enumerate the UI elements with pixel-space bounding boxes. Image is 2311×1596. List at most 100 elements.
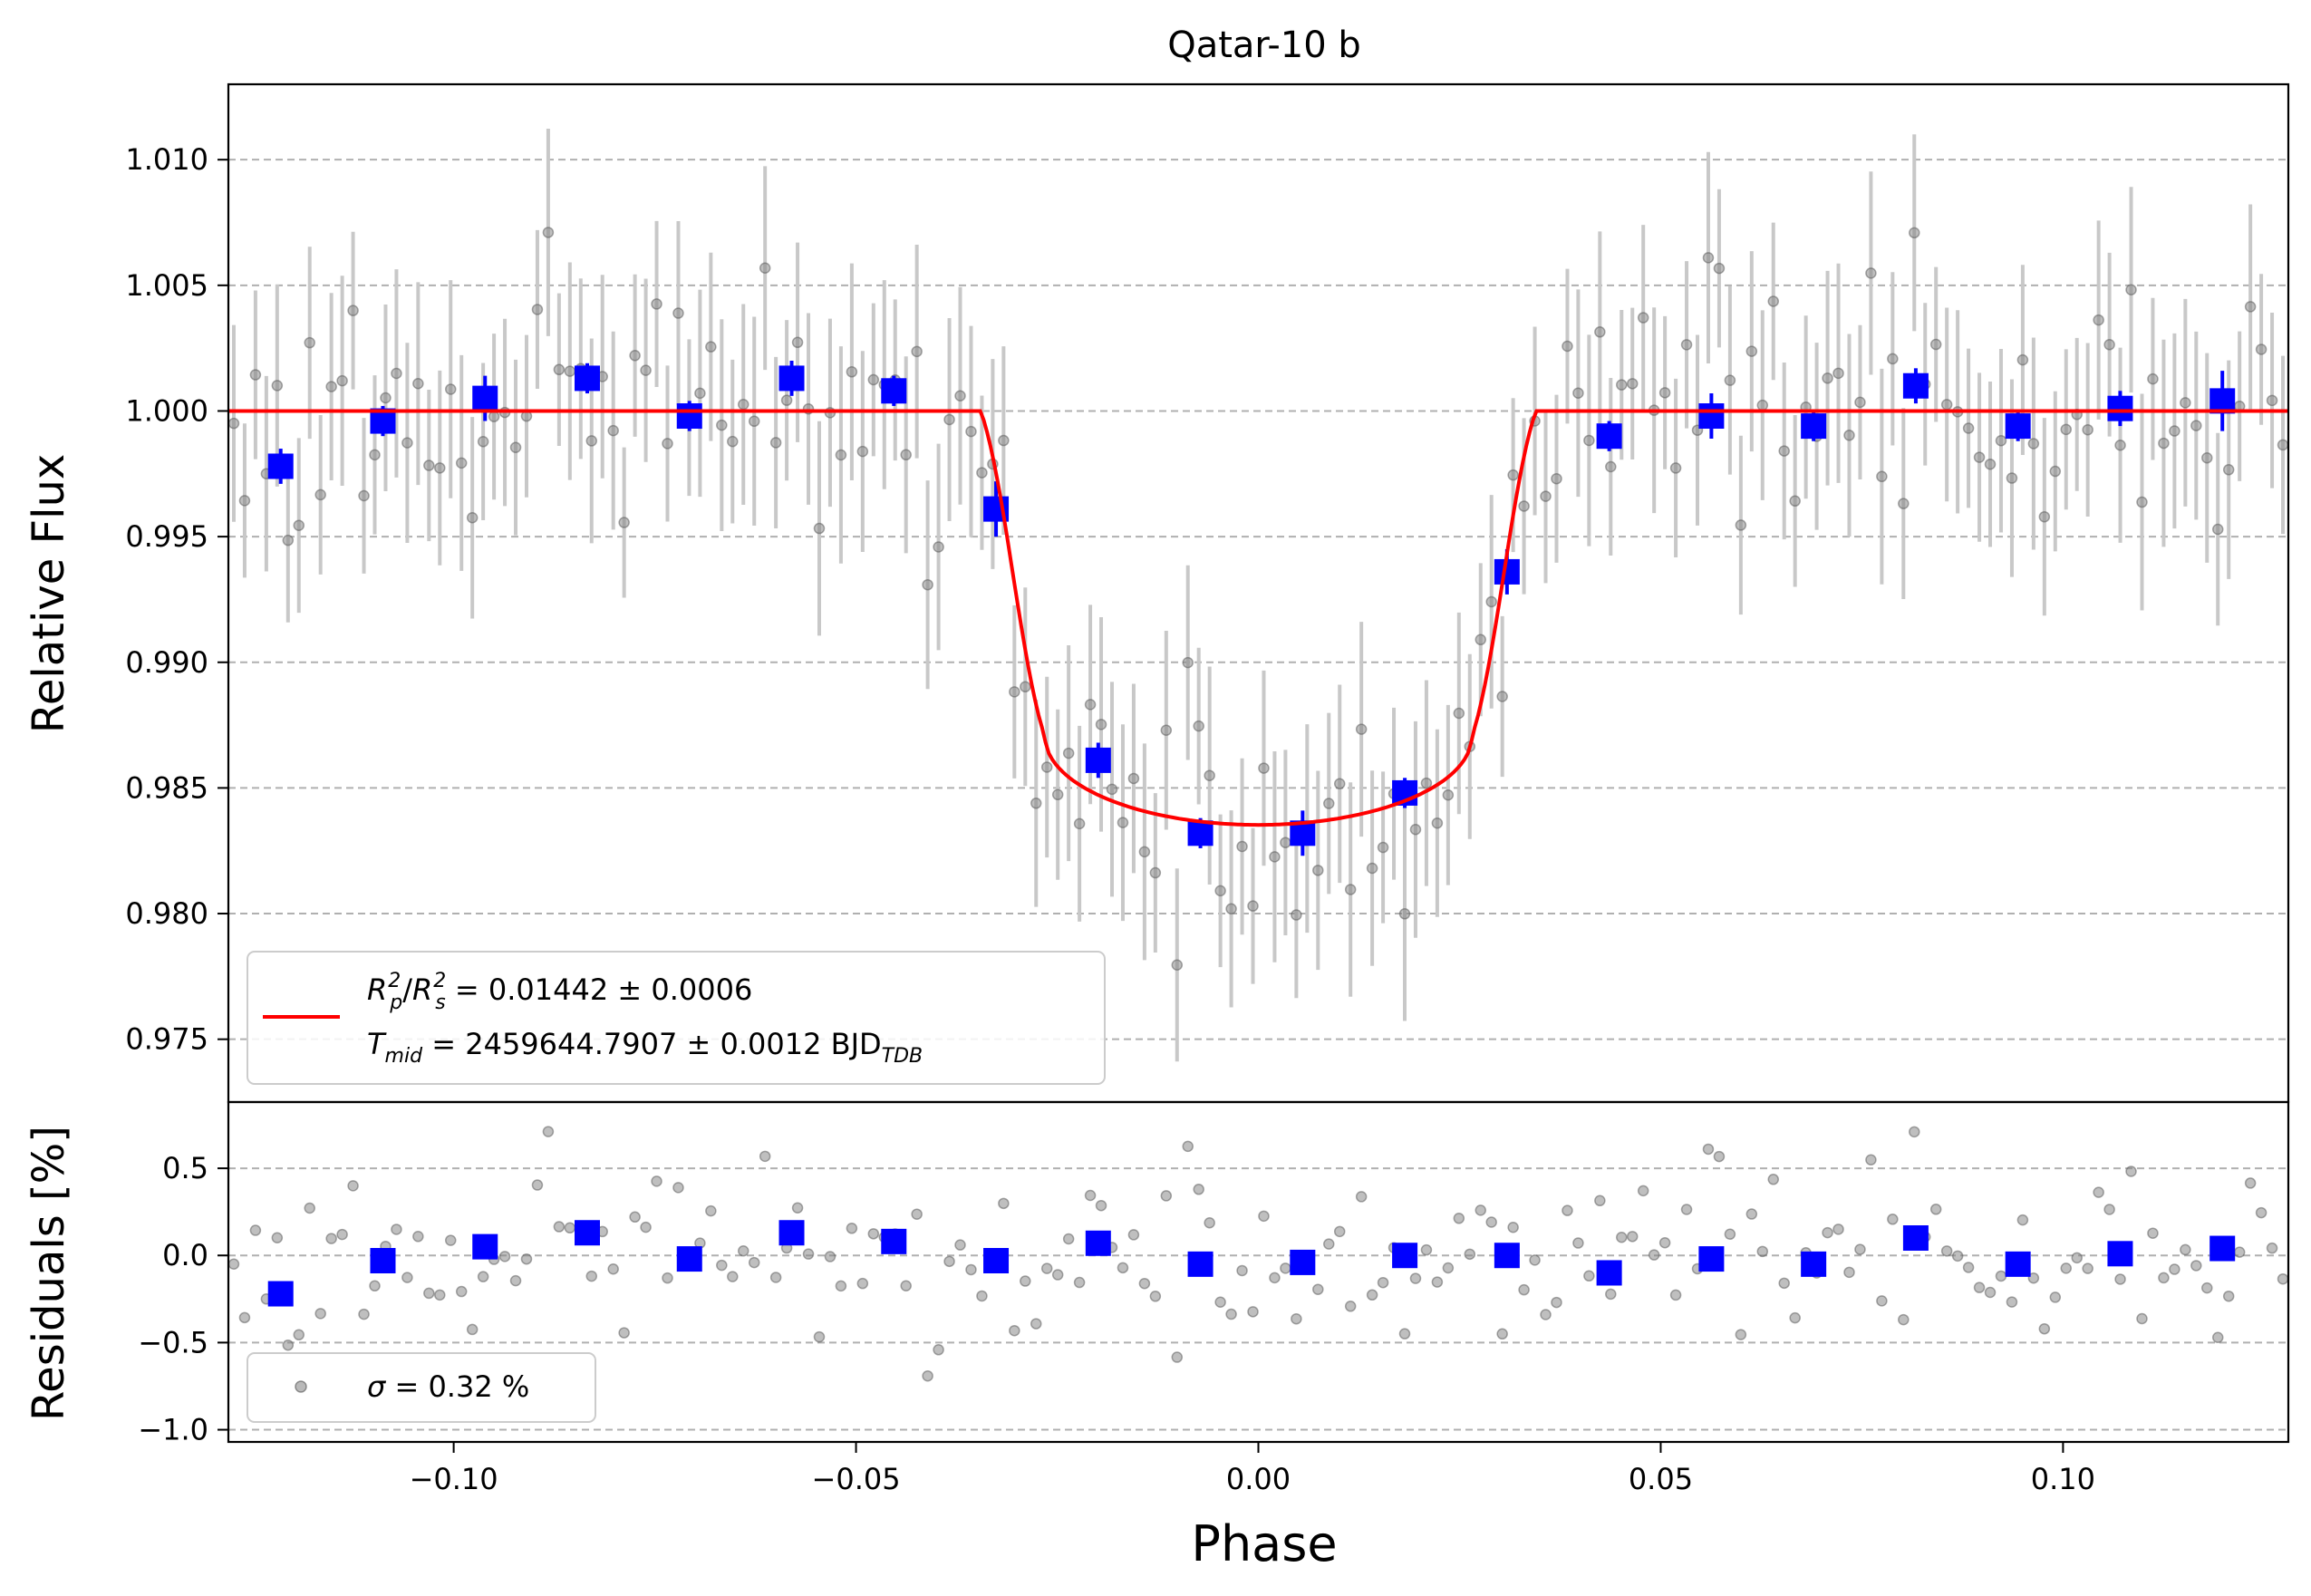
residuals-raw-point <box>1149 1291 1162 1302</box>
residuals-raw-point <box>1909 1126 1920 1138</box>
flux-raw-point <box>1269 851 1281 863</box>
flux-raw-point <box>2060 423 2073 436</box>
flux-raw-point <box>1680 339 1693 351</box>
residuals-raw-point <box>1767 1174 1779 1185</box>
flux-raw-point <box>1669 462 1682 474</box>
flux-raw-point <box>2222 464 2235 476</box>
flux-raw-point <box>2103 339 2115 351</box>
depth-value: = 0.01442 ± 0.0006 <box>446 972 753 1007</box>
residuals-raw-point <box>1898 1313 1910 1326</box>
flux-raw-point <box>640 364 652 376</box>
flux-binned-point <box>1698 403 1725 430</box>
flux-raw-point <box>933 541 944 553</box>
flux-raw-point <box>1518 500 1530 512</box>
flux-raw-point <box>1876 470 1888 483</box>
flux-raw-point <box>336 374 348 387</box>
residuals-raw-point <box>1225 1308 1237 1320</box>
residuals-raw-point <box>2125 1166 2137 1177</box>
residuals-binned-point <box>1392 1243 1418 1269</box>
residuals-raw-point <box>227 1258 240 1270</box>
flux-raw-point <box>325 381 337 392</box>
residuals-raw-point <box>802 1248 815 1260</box>
flux-raw-point <box>2125 284 2137 295</box>
residuals-binned-point <box>1698 1246 1725 1272</box>
residuals-y-axis-label: Residuals [%] <box>24 1126 74 1421</box>
flux-raw-point <box>1594 326 1606 338</box>
flux-binned-point <box>676 403 702 430</box>
residuals-raw-point <box>1073 1276 1086 1289</box>
residuals-raw-point <box>1464 1248 1476 1261</box>
flux-raw-point <box>1214 885 1226 897</box>
flux-raw-point <box>1583 434 1595 447</box>
residuals-raw-point <box>2211 1331 2224 1344</box>
residuals-raw-point <box>1182 1140 1194 1153</box>
flux-raw-point <box>1127 772 1140 785</box>
flux-raw-point <box>2277 439 2289 451</box>
flux-raw-point <box>391 367 402 380</box>
flux-raw-point <box>1637 312 1649 324</box>
flux-binned-point <box>472 385 498 411</box>
residuals-raw-point <box>1529 1254 1541 1266</box>
flux-raw-point <box>1193 720 1204 732</box>
x-tick-label: −0.10 <box>410 1462 498 1496</box>
flux-raw-point <box>780 394 793 406</box>
flux-raw-point <box>1409 824 1422 836</box>
flux-raw-point <box>1009 686 1020 698</box>
residuals-raw-point <box>1713 1150 1726 1163</box>
flux-raw-point <box>846 366 858 378</box>
flux-raw-point <box>1333 778 1346 790</box>
residuals-raw-point <box>727 1271 739 1282</box>
residuals-raw-point <box>1724 1228 1736 1241</box>
flux-raw-point <box>1572 387 1584 399</box>
flux-raw-point <box>1832 367 1844 380</box>
residuals-raw-point <box>759 1150 771 1163</box>
residuals-raw-point <box>542 1126 555 1137</box>
residuals-raw-point <box>1778 1277 1790 1290</box>
residuals-raw-point <box>531 1179 544 1191</box>
flux-raw-point <box>1898 498 1910 509</box>
residuals-raw-point <box>1333 1225 1346 1238</box>
residuals-raw-point <box>846 1223 858 1234</box>
flux-raw-point <box>380 392 392 404</box>
flux-raw-point <box>2049 465 2062 478</box>
residuals-raw-point <box>401 1272 413 1283</box>
tmid-value: = 2459644.7907 ± 0.0012 BJD <box>422 1027 882 1061</box>
flux-binned-points <box>267 361 2236 856</box>
residuals-raw-point <box>769 1272 782 1283</box>
residuals-raw-point <box>1658 1237 1671 1249</box>
residuals-raw-point <box>835 1280 847 1292</box>
flux-binned-point <box>881 378 907 404</box>
residuals-binned-point <box>1494 1243 1520 1269</box>
flux-raw-point <box>1323 798 1335 809</box>
residuals-raw-point <box>2266 1242 2278 1254</box>
residuals-raw-point <box>249 1224 262 1236</box>
flux-binned-point <box>778 365 805 392</box>
flux-binned-point <box>1085 747 1111 773</box>
residuals-raw-point <box>672 1182 684 1194</box>
flux-raw-point <box>1778 445 1790 457</box>
flux-raw-point <box>1117 817 1129 828</box>
flux-y-tick-label: 0.985 <box>125 770 208 805</box>
flux-raw-point <box>1442 789 1455 801</box>
flux-raw-point <box>2255 343 2267 355</box>
flux-raw-point <box>2006 472 2018 484</box>
residuals-raw-point <box>856 1277 869 1290</box>
residuals-raw-point <box>1648 1249 1660 1261</box>
flux-raw-point <box>672 307 684 319</box>
residuals-raw-point <box>1680 1204 1693 1215</box>
residuals-raw-point <box>314 1308 326 1320</box>
sigma-symbol: σ <box>367 1369 387 1404</box>
residuals-raw-point <box>1951 1250 1964 1262</box>
residuals-raw-point <box>911 1208 923 1220</box>
residuals-raw-point <box>824 1251 836 1262</box>
flux-panel: 1.010 1.005 1.000 0.995 0.990 0.985 0.980 0.975… <box>24 82 2290 1104</box>
residuals-raw-point <box>1398 1328 1411 1340</box>
flux-raw-point <box>1616 379 1628 391</box>
flux-raw-point <box>759 262 771 274</box>
residuals-raw-point <box>2093 1186 2104 1198</box>
residuals-raw-point <box>1084 1189 1097 1202</box>
flux-raw-point <box>716 419 728 431</box>
residuals-raw-point <box>1876 1295 1888 1307</box>
flux-raw-point <box>1236 840 1248 853</box>
